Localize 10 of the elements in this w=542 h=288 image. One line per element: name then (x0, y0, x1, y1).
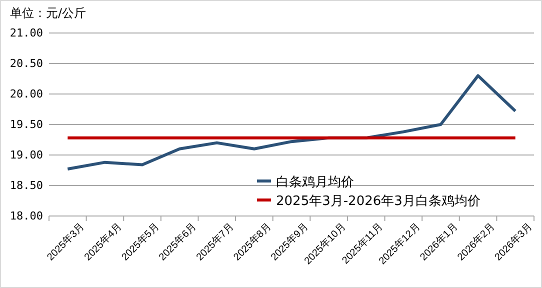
y-tick-label: 20.50 (10, 57, 43, 70)
y-tick-label: 18.50 (10, 179, 43, 192)
y-tick-label: 21.00 (10, 26, 43, 40)
y-axis-title: 单位：元/公斤 (10, 6, 86, 20)
legend-label: 白条鸡月均价 (276, 175, 354, 190)
y-tick-label: 18.00 (10, 210, 43, 223)
y-tick-label: 20.00 (10, 88, 43, 101)
legend-label: 2025年3月-2026年3月白条鸡均价 (276, 194, 480, 209)
y-tick-label: 19.50 (10, 118, 43, 132)
y-tick-label: 19.00 (10, 148, 43, 162)
